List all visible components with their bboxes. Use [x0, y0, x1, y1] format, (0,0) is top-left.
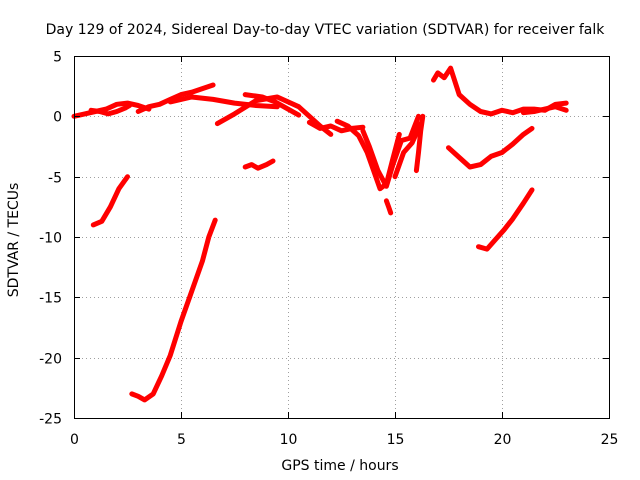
series-arc-2: [88, 103, 133, 117]
series-arc-9: [360, 113, 421, 189]
y-axis-label: SDTVAR / TECUs: [6, 183, 22, 298]
series-arc-15: [476, 187, 535, 252]
y-tick-label: -10: [39, 231, 62, 247]
x-tick-label: 25: [601, 432, 619, 448]
y-tick-label: -25: [39, 412, 62, 428]
x-tick-label: 5: [177, 432, 186, 448]
series-arc-16: [520, 104, 569, 116]
series-arc-4: [167, 94, 280, 110]
x-tick-label: 15: [387, 432, 405, 448]
series-arc-1: [71, 100, 152, 119]
series-arc-19: [242, 158, 276, 171]
series-arc-18: [129, 217, 218, 403]
series-arc-12: [413, 113, 426, 174]
data-layer: [71, 65, 569, 403]
y-tick-label: 0: [53, 110, 62, 126]
y-tick-label: -15: [39, 291, 62, 307]
series-arc-17: [90, 174, 130, 228]
series-arc-5: [214, 94, 334, 137]
y-tick-label: -5: [48, 171, 62, 187]
series-arc-11: [392, 121, 424, 180]
y-tick-label: 5: [53, 50, 62, 66]
series-arc-3: [135, 82, 216, 114]
x-tick-label: 20: [494, 432, 512, 448]
chart-title: Day 129 of 2024, Sidereal Day-to-day VTE…: [46, 22, 606, 38]
grid: [74, 56, 609, 418]
x-tick-label: 10: [280, 432, 298, 448]
series-arc-10: [383, 198, 394, 216]
x-tick-label: 0: [70, 432, 79, 448]
y-tick-label: -20: [39, 352, 62, 368]
series-arc-14: [446, 125, 535, 170]
x-axis-label: GPS time / hours: [281, 458, 398, 474]
axis-ticks: 0 5 10 15 20 25 5 0 -5 -10 -15 -20 -25: [39, 50, 618, 449]
series-arc-6: [242, 92, 302, 118]
